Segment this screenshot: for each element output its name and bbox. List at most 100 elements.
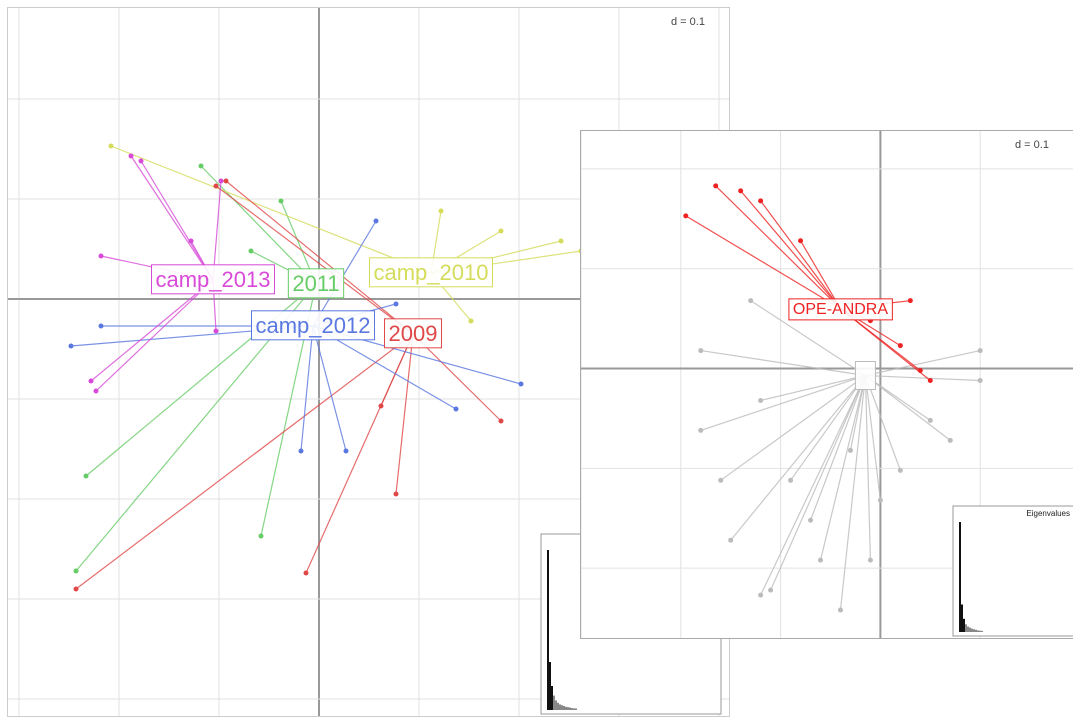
point [73,586,79,592]
class-label-box [151,264,275,295]
point [977,348,983,354]
point [977,378,983,384]
star-line [864,375,881,501]
point [837,607,843,613]
class-label: 2011 [292,271,339,296]
eigen-bar [977,630,979,632]
point [98,323,104,329]
eigen-bar [975,629,977,632]
eigen-bar [561,705,563,710]
class-label: camp_2013 [156,267,271,292]
point [927,417,933,423]
point [907,298,913,304]
eigen-bar [571,708,573,710]
star-line [312,325,347,452]
point [453,406,459,412]
star-line [700,349,866,377]
point [558,238,564,244]
star-line [412,333,502,422]
class-label-box [251,310,375,341]
point [393,301,399,307]
eigen-bar [563,706,565,710]
class-label: camp_2010 [374,260,489,285]
star-line [790,375,866,481]
point [213,183,219,189]
eigen-bar [547,550,549,710]
point [498,228,504,234]
point [498,418,504,424]
point [847,447,853,453]
point [748,298,754,304]
point [93,388,99,394]
star-line [865,375,931,421]
point [218,178,224,184]
star-line [730,375,866,541]
point [897,467,903,473]
eigen-bar [981,630,983,632]
point [927,378,933,384]
scale-label: d = 0.1 [1015,139,1049,151]
scale-label: d = 0.1 [671,16,705,28]
eigen-bar [569,707,571,710]
eigen-bar [557,702,559,710]
point [278,198,284,204]
eigen-bar [971,628,973,632]
star-line [865,374,981,382]
class-label: camp_2012 [256,313,371,338]
star-line [760,200,841,310]
eigen-title: Eigenvalues [1026,509,1070,518]
star-line [839,375,867,611]
star-line [720,375,866,481]
plot-panel: d = 0.1 OPE-ANDRA Eigenvalues [580,130,1073,639]
point [917,368,923,374]
point [798,238,804,244]
eigen-bar [567,707,569,710]
eigen-bar [979,630,981,632]
star-line [395,333,414,495]
eigen-bar [973,629,975,632]
star-line [864,375,872,561]
star-line [865,349,981,377]
star-line [312,220,377,327]
eigen-bar [549,662,551,710]
star-line [770,375,866,591]
point [718,477,724,483]
point [88,378,94,384]
star-line [95,279,214,392]
star-line [225,180,414,335]
star-line [685,215,841,310]
class-label-box [384,318,442,349]
point [518,381,524,387]
class-label-box [287,268,345,299]
eigen-bar [575,708,577,710]
point [758,397,764,403]
point [877,497,883,503]
eigen-bar [965,624,967,632]
point [373,218,379,224]
class-label-box [369,257,493,288]
point [213,328,219,334]
point [897,343,903,349]
point [947,437,953,443]
star-line [212,180,222,281]
class-label: 2009 [389,321,438,346]
point [128,153,134,159]
point [378,403,384,409]
point [343,448,349,454]
point [758,592,764,598]
star-line [215,185,414,335]
eigen-bar [969,627,971,632]
point [468,318,474,324]
point [788,477,794,483]
star-line [740,190,841,310]
point [713,183,719,189]
point [728,537,734,543]
point [83,473,89,479]
eigen-bar [565,706,567,710]
eigen-bar [963,618,965,632]
point [808,517,814,523]
point [758,198,764,204]
class-label-box [854,361,876,391]
class-label: OPE-ANDRA [793,301,888,318]
eigen-bar [967,626,969,632]
